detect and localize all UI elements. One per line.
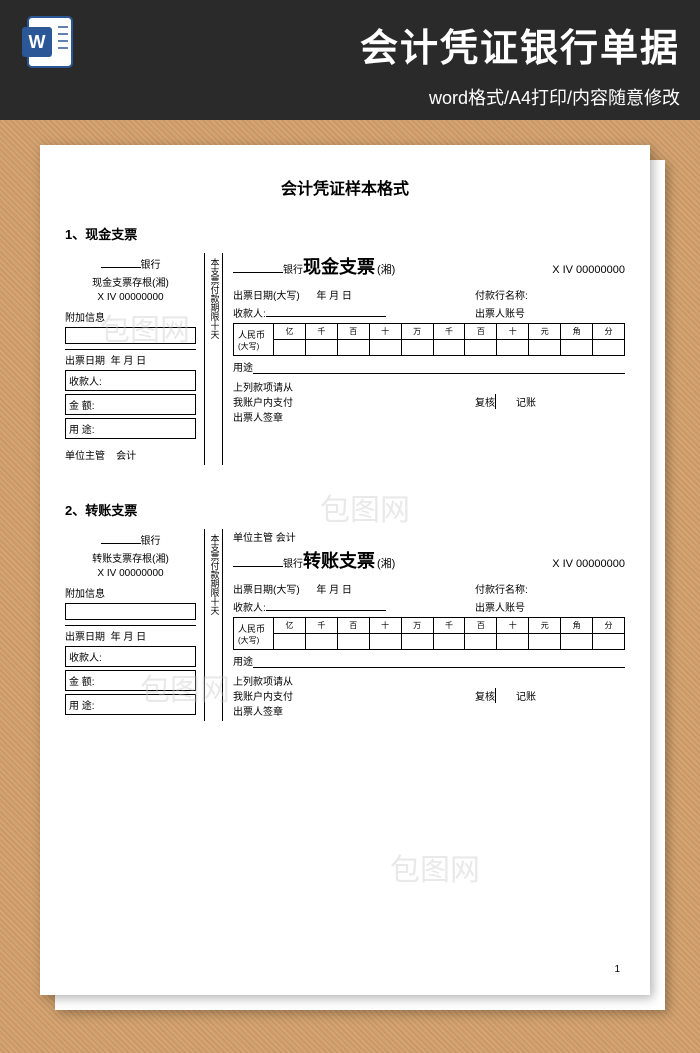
cheque-bank-label-2: 银行 <box>283 555 303 570</box>
cheque-title-big: 现金支票 <box>303 253 375 279</box>
stub-mgr: 单位主管 <box>65 451 105 462</box>
cheque-serial: X IV 00000000 <box>552 264 625 276</box>
issuer-acct-2: 出票人账号 <box>475 599 625 614</box>
header-bar: W 会计凭证银行单据 word格式/A4打印/内容随意修改 <box>0 0 700 120</box>
usage-label-2: 用途 <box>233 653 253 668</box>
stub-addinfo-box-2 <box>65 603 196 620</box>
rmb-label-2: 人民币 (大写) <box>233 617 273 650</box>
clause1: 上列款项请从 <box>233 379 475 394</box>
cheque-main-1: 银行 现金支票 (湘) X IV 00000000 出票日期(大写) 年 月 日… <box>223 253 625 465</box>
clause2: 我账户内支付 <box>233 394 475 409</box>
stub-acct: 会计 <box>116 451 136 462</box>
stub-payee-2: 收款人: <box>65 646 196 667</box>
header-title: 会计凭证银行单据 <box>20 17 680 72</box>
stub-1: 银行 现金支票存根(湘) X IV 00000000 附加信息 出票日期 年 月… <box>65 253 205 465</box>
cheque-region: (湘) <box>377 261 395 277</box>
clause2-2: 我账户内支付 <box>233 688 475 703</box>
payee-label-2: 收款人: <box>233 603 266 614</box>
stub-bank-suffix-2: 银行 <box>141 536 161 547</box>
section2-block: 银行 转账支票存根(湘) X IV 00000000 附加信息 出票日期 年 月… <box>65 529 625 721</box>
section2-label: 2、转账支票 <box>65 500 625 519</box>
issuer-sig: 出票人签章 <box>233 409 475 424</box>
word-icon: W <box>20 12 80 72</box>
stub-payee: 收款人: <box>65 370 196 391</box>
issue-date-label-2: 出票日期(大写) <box>233 585 300 596</box>
cheque-serial-2: X IV 00000000 <box>552 558 625 570</box>
cheque-region-2: (湘) <box>377 555 395 571</box>
stub-addinfo: 附加信息 <box>65 309 196 324</box>
stub-usage: 用 途: <box>65 418 196 439</box>
section1-label: 1、现金支票 <box>65 224 625 243</box>
svg-text:W: W <box>29 32 46 52</box>
stub-addinfo-2: 附加信息 <box>65 585 196 600</box>
record: 记账 <box>495 394 575 409</box>
stub-amount-2: 金 额: <box>65 670 196 691</box>
review: 复核 <box>475 394 495 409</box>
stub-title-2: 转账支票存根(湘) <box>65 550 196 565</box>
cheque-main-2: 单位主管 会计 银行 转账支票 (湘) X IV 00000000 出票日期(大… <box>223 529 625 721</box>
record-2: 记账 <box>495 688 575 703</box>
cheque-title-big-2: 转账支票 <box>303 547 375 573</box>
amount-table-1: 亿千百十万千百十元角分 <box>273 323 625 356</box>
stub-ymd-2: 年 月 日 <box>111 632 147 643</box>
review-2: 复核 <box>475 688 495 703</box>
stub-issue-date: 出票日期 <box>65 356 105 367</box>
ymd-2: 年 月 日 <box>316 585 352 596</box>
page-wrap: 包图网 包图网 包图网 包图网 会计凭证样本格式 1、现金支票 银行 现金支票存… <box>40 145 660 995</box>
stub-bank-suffix: 银行 <box>141 260 161 271</box>
vert-note-2: 本支票付款期限十天 <box>205 529 223 721</box>
clause1-2: 上列款项请从 <box>233 673 475 688</box>
payer-name-2: 付款行名称: <box>475 581 625 596</box>
stub-ymd: 年 月 日 <box>111 356 147 367</box>
above-title: 单位主管 会计 <box>233 529 625 544</box>
usage-label: 用途 <box>233 359 253 374</box>
stub-serial: X IV 00000000 <box>65 292 196 306</box>
issuer-acct: 出票人账号 <box>475 305 625 320</box>
stub-title: 现金支票存根(湘) <box>65 274 196 289</box>
rmb-label: 人民币 (大写) <box>233 323 273 356</box>
issuer-sig-2: 出票人签章 <box>233 703 475 718</box>
stub-amount: 金 额: <box>65 394 196 415</box>
watermark: 包图网 <box>390 845 480 889</box>
stub-usage-2: 用 途: <box>65 694 196 715</box>
stub-issue-date-2: 出票日期 <box>65 632 105 643</box>
doc-title: 会计凭证样本格式 <box>65 175 625 199</box>
page-number: 1 <box>614 964 620 975</box>
payer-name: 付款行名称: <box>475 287 625 302</box>
section1-block: 银行 现金支票存根(湘) X IV 00000000 附加信息 出票日期 年 月… <box>65 253 625 465</box>
stub-serial-2: X IV 00000000 <box>65 568 196 582</box>
cheque-bank-label: 银行 <box>283 261 303 276</box>
ymd: 年 月 日 <box>316 291 352 302</box>
payee-label: 收款人: <box>233 309 266 320</box>
document-page: 包图网 包图网 包图网 包图网 会计凭证样本格式 1、现金支票 银行 现金支票存… <box>40 145 650 995</box>
amount-table-2: 亿千百十万千百十元角分 <box>273 617 625 650</box>
issue-date-label: 出票日期(大写) <box>233 291 300 302</box>
vert-note-1: 本支票付款期限十天 <box>205 253 223 465</box>
header-subtitle: word格式/A4打印/内容随意修改 <box>20 84 680 110</box>
stub-addinfo-box <box>65 327 196 344</box>
stub-2: 银行 转账支票存根(湘) X IV 00000000 附加信息 出票日期 年 月… <box>65 529 205 721</box>
